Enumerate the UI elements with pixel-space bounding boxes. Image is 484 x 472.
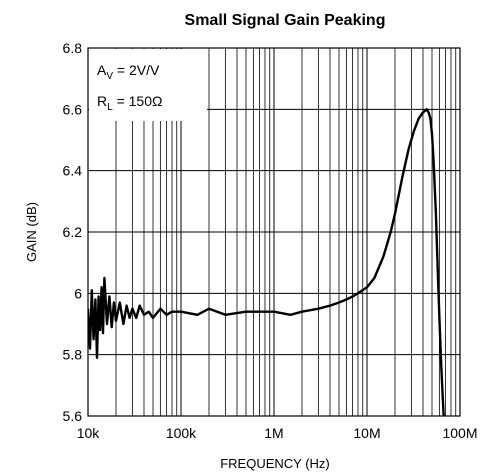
chart-title: Small Signal Gain Peaking: [185, 12, 386, 29]
x-axis-label: FREQUENCY (Hz): [220, 456, 330, 471]
x-tick-label: 100k: [166, 425, 197, 441]
series-curves: [88, 108, 445, 416]
plot-frame: [87, 47, 461, 417]
y-tick-label: 6.2: [63, 224, 83, 240]
y-tick-label: 6.8: [63, 40, 83, 56]
y-axis-label: GAIN (dB): [24, 202, 39, 262]
y-tick-label: 5.8: [63, 347, 83, 363]
x-tick-label: 1M: [264, 425, 283, 441]
y-tick-label: 6: [74, 285, 82, 301]
load-resistance-annotation: RL = 150Ω: [97, 93, 162, 113]
gain-curve: [88, 108, 445, 416]
annotation-box: AV = 2V/V RL = 150Ω: [89, 49, 207, 121]
x-tick-label: 10M: [353, 425, 380, 441]
y-tick-labels: 5.6 5.8 6 6.2 6.4 6.6 6.8: [63, 40, 83, 424]
y-tick-label: 6.6: [63, 101, 83, 117]
y-tick-label: 6.4: [63, 163, 83, 179]
x-tick-labels: 10k 100k 1M 10M 100M: [77, 425, 478, 441]
x-tick-label: 100M: [442, 425, 477, 441]
gain-setting-annotation: AV = 2V/V: [97, 62, 160, 82]
y-tick-label: 5.6: [63, 408, 83, 424]
x-tick-label: 10k: [77, 425, 101, 441]
